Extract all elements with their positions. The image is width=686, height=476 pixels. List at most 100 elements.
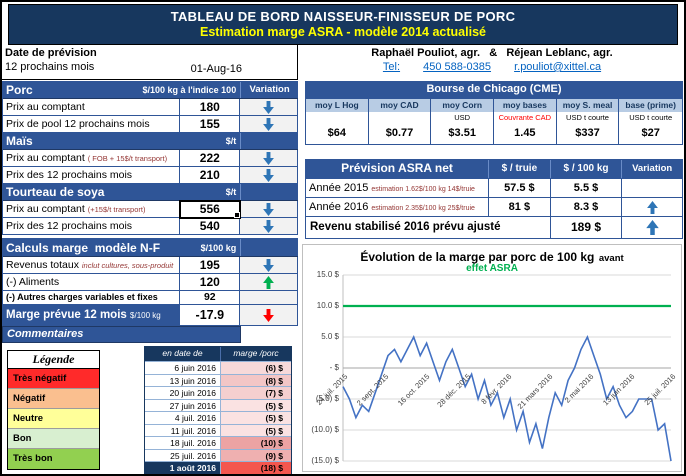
down-arrow-icon [263, 202, 275, 216]
revenu-stabilise-value: 189 $ [550, 216, 623, 238]
email-link[interactable]: r.pouliot@xittel.ca [514, 61, 602, 73]
asra-2016-100kg: 8.3 $ [550, 197, 623, 216]
section-title: Tourteau de soya [6, 185, 105, 199]
row-label: Prix de pool 12 prochains mois [3, 116, 181, 133]
legend-item: Bon [8, 429, 99, 449]
forecast-date-cell[interactable]: 01-Aug-16 [190, 63, 242, 75]
price-cell-soya-12mois[interactable]: 540 [180, 218, 241, 235]
phone-link[interactable]: 450 588-0385 [423, 61, 492, 73]
calc-cell-aliments: 120 [180, 274, 241, 291]
price-cell-porc-pool[interactable]: 155 [180, 116, 241, 133]
y-axis-tick-label: (10.0) $ [311, 425, 339, 434]
asra-header-row: Prévision ASRA net $ / truie $ / 100 kg … [306, 160, 682, 178]
asra-title: Prévision ASRA net [306, 160, 490, 178]
asra-2016-truie: 81 $ [489, 197, 551, 216]
variation-column-header: Variation [240, 82, 298, 98]
marge-history-table: en date de marge /porc 6 juin 2016 (6) $ … [144, 346, 292, 474]
history-row: 11 juil. 2016 (5) $ [145, 423, 291, 436]
price-cell-mais-comptant[interactable]: 222 [180, 150, 241, 167]
legend-title: Légende [8, 351, 99, 369]
chart-subtitle-effet-asra: effet ASRA [466, 263, 518, 274]
section-title: Porc [6, 83, 33, 97]
variation-column-spacer [240, 184, 298, 200]
legend-item: Très bon [8, 449, 99, 469]
section-title: Maïs [6, 134, 33, 148]
history-row: 25 juil. 2016 (9) $ [145, 448, 291, 461]
section-title: Calculs marge modèle N-F [6, 240, 161, 255]
calc-cell-revenus: 195 [180, 257, 241, 274]
table-row: Prix de pool 12 prochains mois 155 [3, 116, 298, 133]
legend-box: Légende Très négatif Négatif Neutre Bon … [7, 350, 100, 470]
y-axis-tick-label: (15.0) $ [311, 456, 339, 465]
variation-cell [622, 216, 682, 238]
asra-2015-truie: 57.5 $ [489, 178, 551, 197]
forecast-label: Date de prévision [5, 47, 97, 59]
history-row-current: 1 août 2016 (18) $ [145, 461, 291, 474]
table-row: Prix des 12 prochains mois 540 [3, 218, 298, 235]
y-axis-tick-label: 10.0 $ [316, 301, 339, 310]
cme-value-lhog: $64 [306, 124, 369, 144]
page-subtitle: Estimation marge ASRA - modèle 2014 actu… [200, 25, 486, 39]
variation-cell [240, 305, 298, 326]
row-label: (-) Autres charges variables et fixes [3, 291, 181, 305]
cme-table: Bourse de Chicago (CME) moy L Hog moy CA… [305, 81, 683, 145]
chart-title: Évolution de la marge par porc de 100 kg… [360, 250, 624, 264]
variation-cell [622, 197, 682, 216]
cme-value-base-prime: $27 [619, 124, 683, 144]
asra-row-2015: Année 2015 estimation 1.62$/100 kg 14$/t… [306, 178, 682, 197]
table-row: Revenus totaux inclut cultures, sous-pro… [3, 257, 298, 274]
asra-2015-100kg: 5.5 $ [550, 178, 623, 197]
variation-cell [240, 150, 298, 167]
y-axis-tick-label: 15.0 $ [316, 270, 339, 279]
variation-cell [240, 274, 298, 291]
asra-total-row: Revenu stabilisé 2016 prévu ajusté 189 $ [306, 216, 682, 238]
contact-block: Raphaël Pouliot, agr. & Réjean Leblanc, … [302, 47, 682, 73]
row-label: Prix des 12 prochains mois [3, 218, 181, 235]
forecast-period: 12 prochains mois [5, 61, 95, 73]
down-arrow-icon [263, 219, 275, 233]
cme-unit-row: USD Couvrante CAD USD t courte USD t cou… [306, 112, 683, 124]
table-row: (-) Aliments 120 [3, 274, 298, 291]
page-title: TABLEAU DE BORD NAISSEUR-FINISSEUR DE PO… [170, 9, 516, 24]
history-row: 18 juil. 2016 (10) $ [145, 436, 291, 449]
section-header-porc: Porc $/100 kg à l'indice 100 Variation [3, 82, 298, 99]
legend-item: Neutre [8, 409, 99, 429]
y-axis-tick-label: 5.0 $ [321, 332, 339, 341]
down-arrow-icon [263, 258, 275, 272]
row-label: Prix des 12 prochains mois [3, 167, 181, 184]
history-row: 6 juin 2016 (6) $ [145, 361, 291, 374]
table-row: Prix des 12 prochains mois 210 [3, 167, 298, 184]
price-cell-porc-comptant[interactable]: 180 [180, 99, 241, 116]
section-unit: $/t [225, 136, 237, 146]
history-row: 27 juin 2016 (5) $ [145, 398, 291, 411]
price-cell-mais-12mois[interactable]: 210 [180, 167, 241, 184]
variation-cell [240, 167, 298, 184]
estimation-note: estimation 2.35$/100 kg 25$/truie [371, 205, 475, 212]
row-label: Revenus totaux inclut cultures, sous-pro… [3, 257, 181, 274]
cme-title: Bourse de Chicago (CME) [306, 82, 682, 98]
table-row: Prix au comptant (+15$/t transport) 556 [3, 200, 298, 219]
asra-row-2016: Année 2016 estimation 2.35$/100 kg 25$/t… [306, 197, 682, 216]
variation-cell [240, 218, 298, 235]
section-header-mais: Maïs $/t [3, 133, 298, 150]
variation-column-spacer [240, 239, 298, 256]
row-label: Prix au comptant ( FOB + 15$/t transport… [3, 150, 181, 167]
table-row: Prix au comptant 180 [3, 99, 298, 116]
section-unit: $/100 kg [200, 242, 237, 253]
history-row: 20 juin 2016 (7) $ [145, 386, 291, 399]
calc-table: Calculs marge modèle N-F $/100 kg Revenu… [2, 238, 298, 326]
variation-cell-empty [240, 291, 298, 305]
table-row: (-) Autres charges variables et fixes 92 [3, 291, 298, 305]
tel-link[interactable]: Tel: [382, 61, 401, 73]
chart-title-suffix: avant [598, 253, 624, 264]
cme-value-corn: $3.51 [431, 124, 495, 144]
down-arrow-icon [263, 100, 275, 114]
asra-table: Prévision ASRA net $ / truie $ / 100 kg … [305, 159, 683, 239]
chart-marge-evolution: Évolution de la marge par porc de 100 kg… [302, 244, 682, 472]
history-row: 13 juin 2016 (8) $ [145, 373, 291, 386]
price-cell-soya-comptant-selected[interactable]: 556 [179, 200, 242, 219]
down-arrow-icon [263, 151, 275, 165]
forecast-block: Date de prévision 12 prochains mois 01-A… [2, 45, 298, 80]
y-axis-tick-label: - $ [329, 363, 339, 372]
